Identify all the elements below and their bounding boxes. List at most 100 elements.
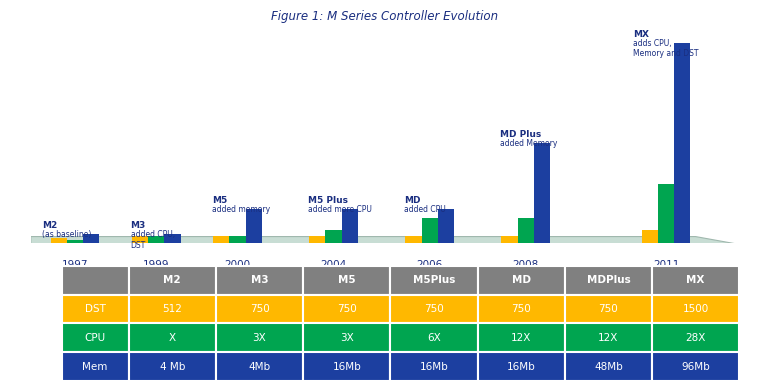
Bar	[652, 266, 739, 295]
Bar	[62, 266, 129, 295]
Text: 3X: 3X	[253, 333, 266, 343]
Bar	[129, 352, 216, 381]
Bar	[62, 352, 129, 381]
Bar	[652, 295, 739, 323]
Bar	[62, 323, 129, 352]
Bar	[310, 236, 326, 243]
Bar	[303, 352, 390, 381]
Bar	[564, 295, 652, 323]
Text: 4Mb: 4Mb	[249, 362, 270, 372]
Text: MD Plus: MD Plus	[500, 130, 541, 139]
Bar	[129, 295, 216, 323]
Text: X: X	[169, 333, 176, 343]
Text: added CPU: added CPU	[403, 205, 446, 214]
Bar	[517, 218, 534, 243]
Text: 2004: 2004	[320, 259, 346, 270]
Bar	[390, 266, 477, 295]
Text: 1997: 1997	[62, 259, 89, 270]
Bar	[132, 236, 149, 243]
Text: 2006: 2006	[417, 259, 443, 270]
Text: (as baseline): (as baseline)	[42, 230, 92, 239]
Bar	[652, 352, 739, 381]
Text: added CPU,
DST: added CPU, DST	[130, 230, 175, 249]
Text: added memory: added memory	[212, 205, 270, 214]
Text: M3: M3	[251, 275, 268, 285]
Bar	[477, 323, 564, 352]
Bar	[641, 230, 658, 243]
Text: DST: DST	[85, 304, 105, 314]
Bar	[216, 266, 303, 295]
Text: M2: M2	[163, 275, 181, 285]
Bar	[501, 236, 517, 243]
Text: MX: MX	[633, 30, 649, 39]
Text: 2000: 2000	[225, 259, 251, 270]
Text: Mem: Mem	[82, 362, 108, 372]
Bar	[421, 218, 438, 243]
Text: M5 Plus: M5 Plus	[308, 196, 348, 205]
Text: M5: M5	[212, 196, 227, 205]
Text: 96Mb: 96Mb	[681, 362, 710, 372]
Text: M2: M2	[42, 221, 57, 230]
Bar	[129, 266, 216, 295]
Bar	[149, 236, 165, 243]
Bar	[216, 323, 303, 352]
Text: 750: 750	[598, 304, 618, 314]
Bar	[477, 266, 564, 295]
Text: 750: 750	[424, 304, 444, 314]
Text: added Memory: added Memory	[500, 139, 557, 148]
Bar	[390, 295, 477, 323]
Bar	[477, 295, 564, 323]
Bar	[229, 236, 246, 243]
Text: 12X: 12X	[511, 333, 531, 343]
Bar	[67, 241, 83, 243]
Polygon shape	[31, 236, 751, 256]
Bar	[390, 352, 477, 381]
Bar	[658, 184, 674, 243]
Text: M5Plus: M5Plus	[413, 275, 455, 285]
Text: M3: M3	[130, 221, 146, 230]
Text: 750: 750	[336, 304, 357, 314]
Text: 16Mb: 16Mb	[420, 362, 448, 372]
Bar	[165, 234, 181, 243]
Bar	[405, 236, 421, 243]
Bar	[213, 236, 229, 243]
Text: MX: MX	[686, 275, 705, 285]
Text: M5: M5	[338, 275, 356, 285]
Bar	[674, 43, 691, 243]
Bar	[62, 295, 129, 323]
Bar	[564, 323, 652, 352]
Text: adds CPU,
Memory and DST: adds CPU, Memory and DST	[633, 39, 698, 59]
Bar	[438, 209, 454, 243]
Text: 28X: 28X	[685, 333, 706, 343]
Text: Figure 1: M Series Controller Evolution: Figure 1: M Series Controller Evolution	[272, 10, 498, 23]
Text: 4 Mb: 4 Mb	[159, 362, 185, 372]
Text: 750: 750	[511, 304, 531, 314]
Text: 3X: 3X	[340, 333, 353, 343]
Text: 12X: 12X	[598, 333, 618, 343]
Bar	[534, 143, 550, 243]
Bar	[216, 352, 303, 381]
Bar	[564, 266, 652, 295]
Bar	[246, 209, 262, 243]
Text: 2008: 2008	[513, 259, 539, 270]
Text: MDPlus: MDPlus	[587, 275, 631, 285]
Bar	[390, 323, 477, 352]
Bar	[564, 352, 652, 381]
Bar	[216, 295, 303, 323]
Bar	[83, 234, 99, 243]
Text: 16Mb: 16Mb	[507, 362, 536, 372]
Bar	[51, 238, 67, 243]
Text: 1500: 1500	[682, 304, 708, 314]
Text: CPU: CPU	[85, 333, 105, 343]
Bar	[129, 323, 216, 352]
Text: added more CPU: added more CPU	[308, 205, 372, 214]
Text: MD: MD	[403, 196, 420, 205]
Text: MD: MD	[511, 275, 531, 285]
Text: 512: 512	[162, 304, 182, 314]
Bar	[303, 323, 390, 352]
Bar	[342, 209, 358, 243]
Text: 1999: 1999	[143, 259, 169, 270]
Text: 2011: 2011	[653, 259, 679, 270]
Text: 750: 750	[249, 304, 270, 314]
Bar	[326, 230, 342, 243]
